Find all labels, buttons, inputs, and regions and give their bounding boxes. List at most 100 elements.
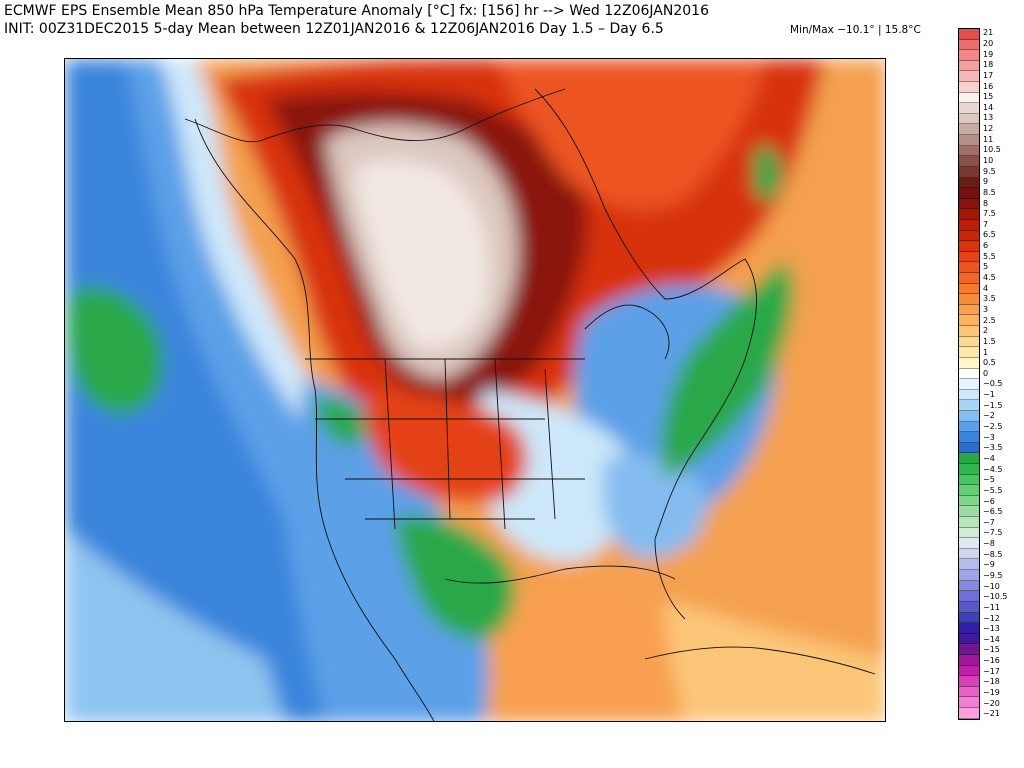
colorbar-swatch <box>959 60 979 72</box>
colorbar-label: −3 <box>983 432 995 442</box>
colorbar-swatch <box>959 262 979 274</box>
colorbar-label: 1.5 <box>983 336 996 346</box>
colorbar-swatch <box>959 188 979 199</box>
colorbar-labels: 21 20 19 18 17 16 15 14 13 12 11 10.5 10 9.5 9 8.5 8 7.5 7… <box>983 28 1023 720</box>
colorbar-label: −8.5 <box>983 549 1003 559</box>
colorbar-label: −0.5 <box>983 379 1003 389</box>
colorbar-label: −18 <box>983 677 1000 687</box>
colorbar-swatch <box>959 39 979 51</box>
colorbar-swatch <box>959 166 979 178</box>
map-subtitle: INIT: 00Z31DEC2015 5-day Mean between 12… <box>4 21 664 37</box>
colorbar-swatch <box>959 177 979 189</box>
colorbar-label: 7 <box>983 219 989 229</box>
colorbar-label: 9 <box>983 177 989 187</box>
colorbar-label: −4.5 <box>983 464 1003 474</box>
colorbar-swatch <box>959 686 979 698</box>
colorbar-label: 1 <box>983 347 989 357</box>
colorbar-swatch <box>959 251 979 263</box>
colorbar-label: −5 <box>983 475 995 485</box>
colorbar-label: 3.5 <box>983 294 996 304</box>
colorbar-swatch <box>959 676 979 687</box>
colorbar-swatch <box>959 389 979 401</box>
colorbar-swatch <box>959 623 979 634</box>
colorbar-swatch <box>959 198 979 210</box>
colorbar-swatch <box>959 517 979 528</box>
colorbar-label: −9.5 <box>983 570 1003 580</box>
colorbar-swatch <box>959 241 979 252</box>
coastline-lines <box>184 88 876 721</box>
colorbar-label: 2 <box>983 326 989 336</box>
colorbar-label: 21 <box>983 28 994 38</box>
colorbar-label: −14 <box>983 634 1000 644</box>
colorbar-swatch <box>959 559 979 571</box>
colorbar-label: −6.5 <box>983 507 1003 517</box>
colorbar-label: 0 <box>983 368 989 378</box>
colorbar-swatch <box>959 294 979 305</box>
colorbar-swatch <box>959 357 979 369</box>
colorbar-label: −11 <box>983 602 1000 612</box>
colorbar-label: −4 <box>983 453 995 463</box>
colorbar-label: 19 <box>983 49 994 59</box>
colorbar-swatch <box>959 633 979 645</box>
colorbar-label: −2 <box>983 411 995 421</box>
colorbar-swatch <box>959 124 979 136</box>
colorbar-label: 17 <box>983 70 994 80</box>
colorbar-label: −10.5 <box>983 592 1008 602</box>
colorbar-label: 0.5 <box>983 358 996 368</box>
anomaly-field <box>65 59 885 721</box>
colorbar-label: 11 <box>983 134 994 144</box>
colorbar-label: −20 <box>983 698 1000 708</box>
colorbar-label: −1 <box>983 390 995 400</box>
colorbar-swatch <box>959 71 979 83</box>
colorbar-label: −16 <box>983 656 1000 666</box>
colorbar-swatch <box>959 219 979 231</box>
colorbar-label: 2.5 <box>983 315 996 325</box>
colorbar-swatch <box>959 612 979 624</box>
colorbar-label: −10 <box>983 581 1000 591</box>
colorbar-swatch <box>959 485 979 496</box>
colorbar-label: −2.5 <box>983 422 1003 432</box>
colorbar-swatch <box>959 145 979 157</box>
colorbar-label: 18 <box>983 60 994 70</box>
colorbar-label: −5.5 <box>983 485 1003 495</box>
colorbar-label: 10 <box>983 156 994 165</box>
colorbar-label: −17 <box>983 666 1000 676</box>
colorbar-label: 15 <box>983 92 994 102</box>
colorbar-swatch <box>959 453 979 464</box>
colorbar-swatch <box>959 421 979 433</box>
colorbar-swatch <box>959 442 979 454</box>
colorbar-swatch <box>959 368 979 380</box>
colorbar-swatch <box>959 82 979 93</box>
colorbar-swatch <box>959 601 979 613</box>
colorbar-label: 6 <box>983 241 989 251</box>
colorbar-swatch <box>959 665 979 677</box>
colorbar-swatch <box>959 336 979 348</box>
colorbar-label: 10.5 <box>983 145 1001 155</box>
colorbar-swatch <box>959 570 979 581</box>
colorbar-label: −19 <box>983 688 1000 698</box>
colorbar-label: −7 <box>983 517 995 527</box>
colorbar-swatch <box>959 495 979 507</box>
colorbar-swatch <box>959 283 979 295</box>
colorbar-label: 9.5 <box>983 166 996 176</box>
colorbar-label: 5.5 <box>983 251 996 261</box>
colorbar-swatch <box>959 50 979 61</box>
colorbar-swatch <box>959 29 979 40</box>
colorbar-label: −13 <box>983 624 1000 634</box>
colorbar-swatch <box>959 644 979 655</box>
colorbar-swatch <box>959 230 979 242</box>
colorbar-swatch <box>959 113 979 125</box>
colorbar-label: 14 <box>983 102 994 112</box>
colorbar-swatch <box>959 315 979 327</box>
colorbar-label: 4.5 <box>983 273 996 283</box>
colorbar-swatch <box>959 304 979 316</box>
colorbar-swatch <box>959 92 979 104</box>
colorbar-label: 7.5 <box>983 209 996 219</box>
colorbar-swatch <box>959 506 979 518</box>
colorbar-label: −7.5 <box>983 528 1003 538</box>
colorbar-swatch <box>959 591 979 602</box>
colorbar-swatch <box>959 474 979 486</box>
colorbar-swatch <box>959 527 979 539</box>
colorbar-label: 6.5 <box>983 230 996 240</box>
colorbar-label: 5 <box>983 262 989 272</box>
